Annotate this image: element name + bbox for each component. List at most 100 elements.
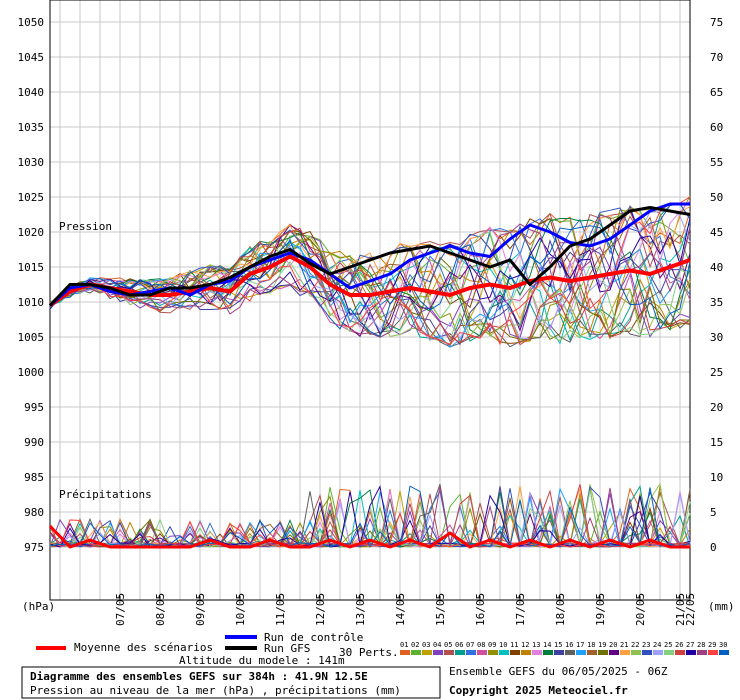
- x-tick-label: 21/05: [674, 593, 687, 626]
- pert-swatch: [620, 650, 630, 655]
- series-pressure-line: [49, 202, 690, 307]
- member-pressure-line: [49, 225, 691, 338]
- pert-number: 18: [587, 641, 595, 649]
- member-precip-line: [49, 485, 691, 548]
- right-tick-label: 40: [710, 261, 723, 274]
- pert-number: 19: [598, 641, 606, 649]
- main-lines: [48, 202, 691, 549]
- right-tick-label: 25: [710, 366, 723, 379]
- right-tick-label: 20: [710, 401, 723, 414]
- x-tick-label: 22/05: [684, 593, 697, 626]
- x-tick-label: 17/05: [514, 593, 527, 626]
- info-subtitle: Pression au niveau de la mer (hPa) , pré…: [30, 684, 401, 697]
- right-tick-label: 30: [710, 331, 723, 344]
- pert-swatch: [444, 650, 454, 655]
- pert-number: 11: [510, 641, 518, 649]
- pert-swatch: [499, 650, 509, 655]
- pert-number: 12: [521, 641, 529, 649]
- pert-number: 08: [477, 641, 485, 649]
- pert-swatch: [642, 650, 652, 655]
- pert-swatch: [455, 650, 465, 655]
- info-box: [21, 666, 441, 699]
- right-tick-label: 0: [710, 541, 717, 554]
- pert-swatch: [719, 650, 729, 655]
- pert-number: 07: [466, 641, 474, 649]
- pert-number: 20: [609, 641, 617, 649]
- x-tick-label: 16/05: [474, 593, 487, 626]
- right-tick-label: 70: [710, 51, 723, 64]
- run-info: Ensemble GEFS du 06/05/2025 - 06Z: [449, 665, 668, 678]
- legend-gfs-label: Run GFS: [264, 642, 310, 655]
- left-tick-label: 1010: [18, 296, 45, 309]
- pert-number: 13: [532, 641, 540, 649]
- x-tick-label: 09/05: [194, 593, 207, 626]
- member-pressure-line: [49, 203, 691, 304]
- right-tick-label: 5: [710, 506, 717, 519]
- pert-swatch: [521, 650, 531, 655]
- pert-number: 21: [620, 641, 628, 649]
- pert-legend: 01 02 03 04 05 06 07 08 09 10 11 12 13 14 15 16 17 18 19 20…: [400, 641, 729, 655]
- pert-number: 14: [543, 641, 551, 649]
- pert-number: 28: [697, 641, 705, 649]
- right-tick-label: 60: [710, 121, 723, 134]
- pert-swatch: [422, 650, 432, 655]
- pert-number: 10: [499, 641, 507, 649]
- pert-number: 24: [653, 641, 661, 649]
- axes: 975 0 980 5 985 10 990 15 995 20 1000 25 1005 30 1010 3…: [18, 0, 723, 626]
- pert-swatch: [400, 650, 410, 655]
- precip-label: Précipitations: [59, 488, 152, 501]
- left-tick-label: 1015: [18, 261, 45, 274]
- x-tick-label: 14/05: [394, 593, 407, 626]
- x-tick-label: 15/05: [434, 593, 447, 626]
- pert-swatch: [510, 650, 520, 655]
- right-tick-label: 45: [710, 226, 723, 239]
- pert-swatch: [411, 650, 421, 655]
- pert-swatch: [631, 650, 641, 655]
- member-precip-line: [49, 484, 691, 548]
- left-tick-label: 1040: [18, 86, 45, 99]
- member-pressure-line: [49, 245, 691, 349]
- x-tick-label: 11/05: [274, 593, 287, 626]
- left-tick-label: 990: [24, 436, 44, 449]
- pert-swatch: [554, 650, 564, 655]
- right-tick-label: 55: [710, 156, 723, 169]
- pert-swatch: [587, 650, 597, 655]
- member-pressure-line: [49, 218, 691, 337]
- pert-swatch: [598, 650, 608, 655]
- pert-number: 02: [411, 641, 419, 649]
- plot-frame: [49, 0, 691, 601]
- pert-swatch: [532, 650, 542, 655]
- series-pressure-line: [48, 206, 691, 307]
- legend-control-label: Run de contrôle: [264, 631, 363, 644]
- x-tick-label: 12/05: [314, 593, 327, 626]
- series-precip-line: [48, 524, 690, 549]
- member-pressure-line: [49, 217, 691, 338]
- pert-swatch: [433, 650, 443, 655]
- pert-swatch: [697, 650, 707, 655]
- pert-number: 25: [664, 641, 672, 649]
- right-tick-label: 10: [710, 471, 723, 484]
- x-tick-label: 13/05: [354, 593, 367, 626]
- pert-number: 01: [400, 641, 408, 649]
- legend-mean-label: Moyenne des scénarios: [74, 641, 213, 654]
- x-tick-label: 20/05: [634, 593, 647, 626]
- pert-swatch: [675, 650, 685, 655]
- pert-swatch: [664, 650, 674, 655]
- x-tick-label: 10/05: [234, 593, 247, 626]
- info-title: Diagramme des ensembles GEFS sur 384h : …: [30, 670, 368, 683]
- left-tick-label: 975: [24, 541, 44, 554]
- altitude-label: Altitude du modele : 141m: [179, 654, 345, 667]
- x-tick-label: 19/05: [594, 593, 607, 626]
- right-tick-label: 15: [710, 436, 723, 449]
- pert-number: 05: [444, 641, 452, 649]
- right-tick-label: 75: [710, 16, 723, 29]
- pert-swatch: [609, 650, 619, 655]
- x-tick-label: 18/05: [554, 593, 567, 626]
- pert-number: 03: [422, 641, 430, 649]
- pert-number: 17: [576, 641, 584, 649]
- left-tick-label: 1005: [18, 331, 45, 344]
- left-tick-label: 1020: [18, 226, 45, 239]
- left-axis-unit: (hPa): [22, 600, 55, 613]
- member-pressure-line: [49, 205, 691, 321]
- copyright: Copyright 2025 Meteociel.fr: [449, 684, 628, 697]
